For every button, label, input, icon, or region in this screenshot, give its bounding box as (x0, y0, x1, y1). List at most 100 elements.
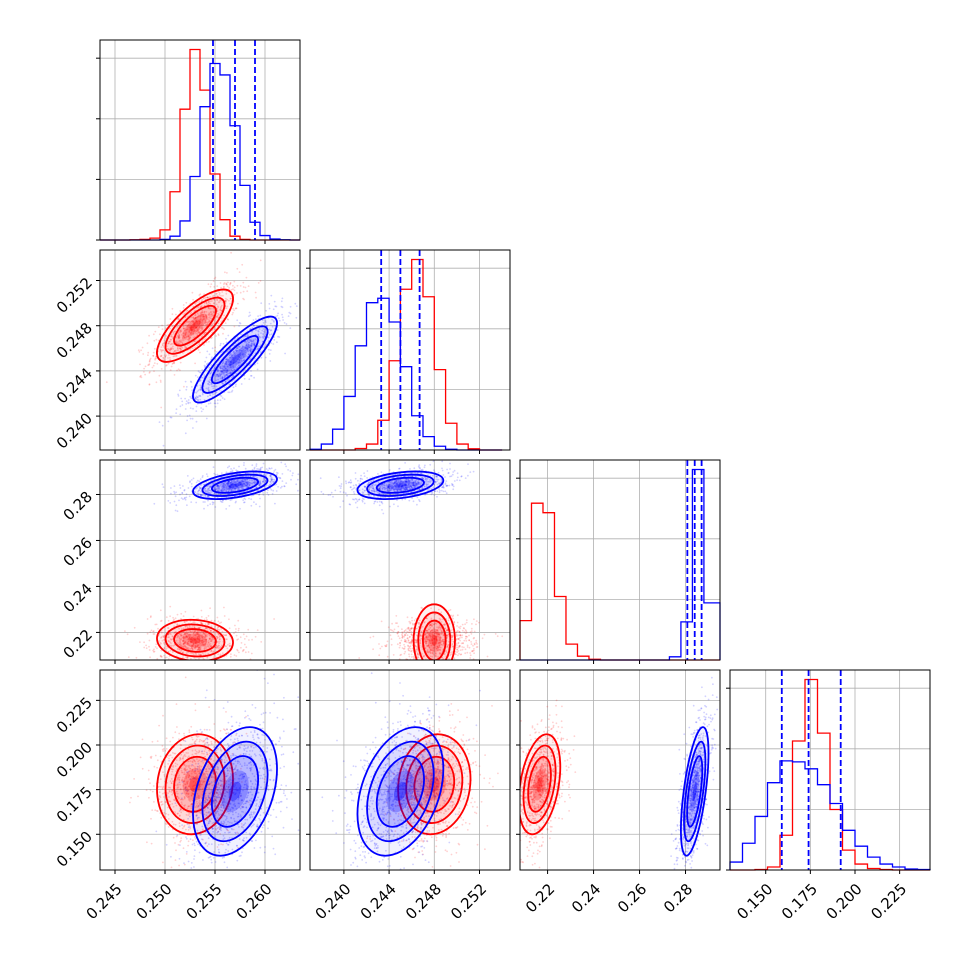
scatter-point (271, 318, 273, 321)
scatter-point (162, 346, 165, 348)
scatter-point (257, 345, 259, 347)
scatter-point (361, 478, 364, 480)
scatter-point (206, 645, 209, 647)
scatter-point (211, 664, 213, 666)
panel-bg (100, 250, 300, 450)
scatter-point (148, 645, 150, 648)
scatter-point (198, 325, 201, 327)
scatter-point (295, 305, 298, 307)
y-tick-label: 0.248 (53, 319, 96, 362)
scatter-point (219, 282, 222, 284)
scatter-point (182, 325, 185, 328)
scatter-point (201, 326, 204, 329)
scatter-point (199, 315, 202, 318)
scatter-point (229, 372, 232, 374)
scatter-point (197, 648, 200, 651)
scatter-point (403, 630, 406, 633)
scatter-point (355, 483, 357, 486)
scatter-point (220, 472, 223, 474)
scatter-point (189, 333, 192, 336)
scatter-point (345, 482, 348, 485)
scatter-point (167, 658, 170, 660)
scatter-point (197, 315, 200, 318)
scatter-point (211, 313, 214, 315)
scatter-point (424, 464, 426, 467)
scatter-point (216, 305, 219, 308)
scatter-point (203, 507, 205, 510)
scatter-point (182, 327, 185, 330)
scatter-point (233, 286, 236, 289)
scatter-point (232, 311, 234, 314)
scatter-point (257, 330, 260, 333)
scatter-point (204, 365, 207, 368)
scatter-point (187, 324, 189, 327)
scatter-point (219, 307, 222, 309)
scatter-point (209, 394, 212, 397)
scatter-point (277, 485, 279, 488)
scatter-point (219, 377, 222, 380)
scatter-point (475, 639, 478, 642)
scatter-point (159, 641, 162, 644)
scatter-point (193, 329, 196, 332)
scatter-point (410, 653, 413, 656)
scatter-point (221, 376, 224, 379)
scatter-point (192, 317, 195, 320)
scatter-point (205, 405, 208, 408)
scatter-point (229, 360, 232, 363)
scatter-point (250, 375, 253, 377)
scatter-point (205, 314, 207, 317)
scatter-point (401, 636, 403, 639)
scatter-point (175, 408, 178, 411)
scatter-point (225, 373, 228, 376)
scatter-point (221, 652, 224, 654)
scatter-point (191, 341, 194, 344)
scatter-point (417, 458, 419, 460)
scatter-point (280, 461, 283, 464)
scatter-point (212, 307, 215, 310)
scatter-point (163, 339, 166, 342)
scatter-point (249, 349, 252, 352)
scatter-point (199, 626, 202, 629)
scatter-point (172, 619, 175, 622)
scatter-point (235, 350, 238, 352)
scatter-point (195, 326, 198, 329)
scatter-point (407, 648, 410, 650)
scatter-point (160, 631, 163, 634)
scatter-point (210, 619, 213, 622)
scatter-point (238, 322, 241, 324)
scatter-point (256, 325, 258, 327)
scatter-point (191, 291, 194, 294)
scatter-point (243, 359, 245, 362)
scatter-point (195, 318, 198, 321)
scatter-point (405, 641, 408, 644)
scatter-point (209, 372, 212, 374)
scatter-point (473, 618, 475, 621)
scatter-point (213, 322, 216, 325)
scatter-point (163, 342, 166, 345)
scatter-point (268, 353, 271, 355)
scatter-point (177, 332, 180, 335)
scatter-point (187, 336, 190, 338)
scatter-point (216, 628, 219, 630)
scatter-point (169, 416, 172, 419)
scatter-point (232, 358, 235, 361)
scatter-point (187, 640, 190, 643)
scatter-point (177, 642, 179, 644)
scatter-point (209, 376, 212, 379)
scatter-point (169, 338, 172, 341)
scatter-point (259, 280, 262, 282)
scatter-point (218, 663, 220, 665)
scatter-point (233, 368, 236, 371)
scatter-point (199, 386, 202, 389)
scatter-point (197, 396, 199, 399)
scatter-point (186, 656, 189, 659)
scatter-point (221, 370, 224, 373)
scatter-point (183, 642, 186, 645)
scatter-point (258, 335, 260, 338)
scatter-point (208, 646, 211, 649)
scatter-point (209, 325, 212, 327)
scatter-point (209, 300, 212, 303)
scatter-point (168, 348, 171, 351)
scatter-point (182, 636, 185, 639)
scatter-point (436, 663, 438, 665)
